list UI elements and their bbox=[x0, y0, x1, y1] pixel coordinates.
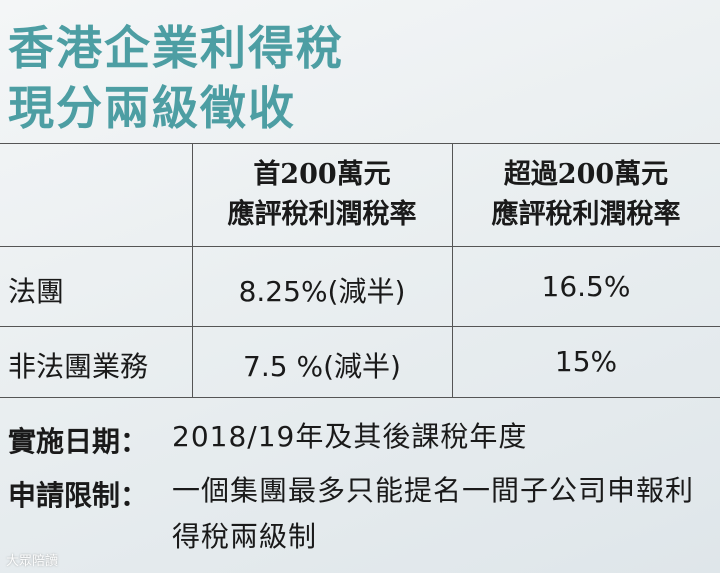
title-line: 香港企業利得稅 bbox=[8, 21, 344, 75]
column-header: 超過200萬元 應評稅利潤稅率 bbox=[452, 155, 720, 235]
note-label: 實施日期： bbox=[8, 425, 149, 458]
cell: 15% bbox=[554, 345, 618, 378]
table-border bbox=[452, 143, 453, 397]
row-label: 法團 bbox=[8, 275, 65, 308]
table-border bbox=[192, 143, 193, 397]
cell: 7.5 %(減半) bbox=[243, 350, 401, 383]
header-line: 超過200萬元 bbox=[503, 159, 669, 190]
title-line: 現分兩級徵收 bbox=[8, 81, 296, 135]
watermark: 大眾陪讀 bbox=[6, 554, 59, 569]
row-label: 非法團業務 bbox=[8, 350, 149, 383]
cell: 16.5% bbox=[541, 270, 631, 303]
column-header: 首200萬元 應評稅利潤稅率 bbox=[192, 155, 452, 235]
table-border bbox=[0, 246, 720, 247]
note-text: 一個集團最多只能提名一間子公司申報利得稅兩級制 bbox=[172, 474, 695, 553]
header-line: 應評稅利潤稅率 bbox=[227, 199, 417, 230]
cell: 8.25%(減半) bbox=[238, 275, 406, 308]
header-line: 應評稅利潤稅率 bbox=[491, 199, 681, 230]
table-border bbox=[0, 326, 720, 327]
note-text: 2018/19年及其後課稅年度 bbox=[172, 420, 528, 453]
header-line: 首200萬元 bbox=[253, 159, 391, 190]
table-border bbox=[0, 143, 720, 144]
table-border bbox=[0, 397, 720, 398]
note-label: 申請限制： bbox=[8, 479, 149, 512]
